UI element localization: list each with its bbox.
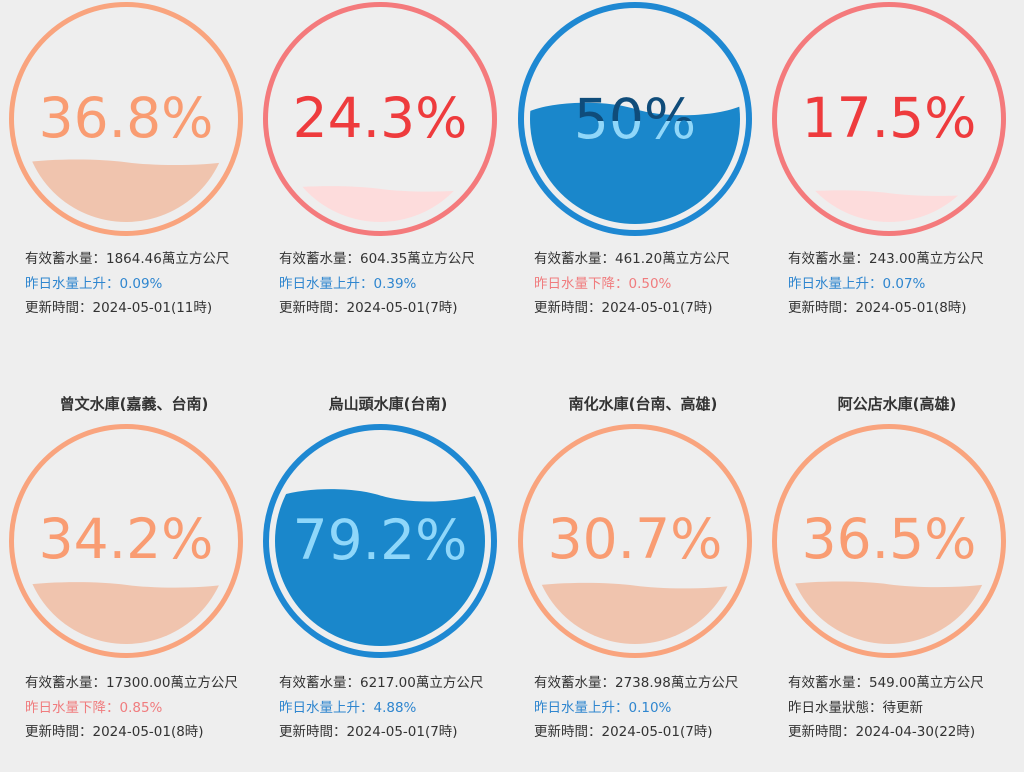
water-fill-svg (530, 102, 740, 224)
updated-time-text: 更新時間：2024-05-01(8時) (25, 724, 204, 740)
water-level-gauge: 17.5% (772, 2, 1006, 236)
water-fill-svg (786, 190, 992, 222)
water-fill (530, 102, 740, 224)
water-fill-svg (275, 489, 485, 646)
capacity-text: 有效蓄水量：604.35萬立方公尺 (279, 251, 475, 267)
reservoir-info: 有效蓄水量：243.00萬立方公尺 昨日水量上升：0.07% 更新時間：2024-0… (788, 247, 984, 321)
water-level-gauge: 79.2% (263, 424, 497, 658)
updated-time-text: 更新時間：2024-05-01(7時) (279, 724, 458, 740)
reservoir-card: 24.3% 有效蓄水量：604.35萬立方公尺 昨日水量上升：0.39% 更新時間：2… (263, 0, 517, 772)
water-fill-svg (23, 582, 229, 644)
reservoir-info: 有效蓄水量：549.00萬立方公尺 昨日水量狀態：待更新更新時間：2024-04-… (788, 671, 984, 745)
daily-change-text: 昨日水量上升：0.39% (279, 275, 417, 292)
water-fill-svg (23, 159, 229, 222)
percent-label: 50% (573, 87, 697, 151)
percent-label: 30.7% (547, 507, 723, 571)
updated-time-text: 更新時間：2024-04-30(22時) (788, 724, 976, 740)
percent-label: 34.2% (38, 507, 214, 571)
percent-label-underwater: 50% (524, 121, 746, 147)
reservoir-info: 有效蓄水量：461.20萬立方公尺 昨日水量下降：0.50% 更新時間：2024-0… (534, 247, 730, 321)
reservoir-name: 南化水庫(台南、高雄) (568, 395, 718, 413)
water-level-gauge: 50%50% (518, 2, 752, 236)
water-fill-svg (786, 581, 992, 644)
percent-label: 36.8% (38, 86, 214, 150)
daily-change-text: 昨日水量上升：4.88% (279, 699, 417, 716)
water-fill-svg (532, 582, 738, 644)
reservoir-info: 有效蓄水量：6217.00萬立方公尺 昨日水量上升：4.88% 更新時間：2024-… (279, 671, 483, 745)
capacity-text: 有效蓄水量：2738.98萬立方公尺 (534, 675, 739, 691)
updated-time-text: 更新時間：2024-05-01(11時) (25, 300, 213, 316)
reservoir-card: 17.5% 有效蓄水量：243.00萬立方公尺 昨日水量上升：0.07% 更新時間：2… (772, 0, 1024, 772)
reservoir-info: 有效蓄水量：2738.98萬立方公尺 昨日水量上升：0.10% 更新時間：2024-… (534, 671, 738, 745)
updated-time-text: 更新時間：2024-05-01(7時) (534, 300, 713, 316)
percent-label: 36.5% (801, 507, 977, 571)
water-fill (275, 489, 485, 646)
updated-time-text: 更新時間：2024-05-01(7時) (279, 300, 458, 316)
reservoir-info: 有效蓄水量：604.35萬立方公尺 昨日水量上升：0.39% 更新時間：2024-0… (279, 247, 475, 321)
water-level-gauge: 36.8% (9, 2, 243, 236)
daily-change-text: 昨日水量下降：0.85% (25, 699, 163, 716)
reservoir-card: 烏山頭水庫(台南) 79.2% 有效蓄水量：6217.00萬立方公尺 昨日水量上升：4… (263, 0, 517, 772)
water-level-gauge: 24.3% (263, 2, 497, 236)
daily-change-text: 昨日水量下降：0.50% (534, 275, 672, 292)
reservoir-info: 有效蓄水量：17300.00萬立方公尺 昨日水量下降：0.85% 更新時間：2024… (25, 671, 238, 745)
water-fill (786, 581, 992, 644)
reservoir-name: 阿公店水庫(高雄) (837, 395, 957, 413)
percent-label: 17.5% (801, 86, 977, 150)
water-level-gauge: 34.2% (9, 424, 243, 658)
water-fill (23, 582, 229, 644)
updated-time-text: 更新時間：2024-05-01(7時) (534, 724, 713, 740)
reservoir-info: 有效蓄水量：1864.46萬立方公尺 昨日水量上升：0.09% 更新時間：2024-… (25, 247, 229, 321)
water-level-gauge: 30.7% (518, 424, 752, 658)
reservoir-card: 曾文水庫(嘉義、台南) 34.2% 有效蓄水量：17300.00萬立方公尺 昨日水量下… (9, 0, 263, 772)
capacity-text: 有效蓄水量：1864.46萬立方公尺 (25, 251, 230, 267)
reservoir-card: 南化水庫(台南、高雄) 30.7% 有效蓄水量：2738.98萬立方公尺 昨日水量上升… (518, 0, 772, 772)
reservoir-name: 曾文水庫(嘉義、台南) (59, 395, 209, 413)
capacity-text: 有效蓄水量：461.20萬立方公尺 (534, 251, 730, 267)
capacity-text: 有效蓄水量：549.00萬立方公尺 (788, 675, 984, 691)
reservoir-name: 烏山頭水庫(台南) (328, 395, 448, 413)
reservoir-card: 36.8% 有效蓄水量：1864.46萬立方公尺 昨日水量上升：0.09% 更新時間：… (9, 0, 263, 772)
daily-change-text: 昨日水量上升：0.09% (25, 275, 163, 292)
percent-label: 79.2% (292, 508, 468, 572)
water-fill-svg (277, 186, 483, 222)
daily-change-text: 昨日水量狀態：待更新 (788, 699, 923, 716)
daily-change-text: 昨日水量上升：0.07% (788, 275, 926, 292)
daily-change-text: 昨日水量上升：0.10% (534, 699, 672, 716)
reservoir-card: 阿公店水庫(高雄) 36.5% 有效蓄水量：549.00萬立方公尺 昨日水量狀態：待更… (772, 0, 1024, 772)
percent-label: 24.3% (292, 86, 468, 150)
capacity-text: 有效蓄水量：17300.00萬立方公尺 (25, 675, 238, 691)
water-level-gauge: 36.5% (772, 424, 1006, 658)
capacity-text: 有效蓄水量：243.00萬立方公尺 (788, 251, 984, 267)
capacity-text: 有效蓄水量：6217.00萬立方公尺 (279, 675, 484, 691)
water-fill (532, 582, 738, 644)
updated-time-text: 更新時間：2024-05-01(8時) (788, 300, 967, 316)
